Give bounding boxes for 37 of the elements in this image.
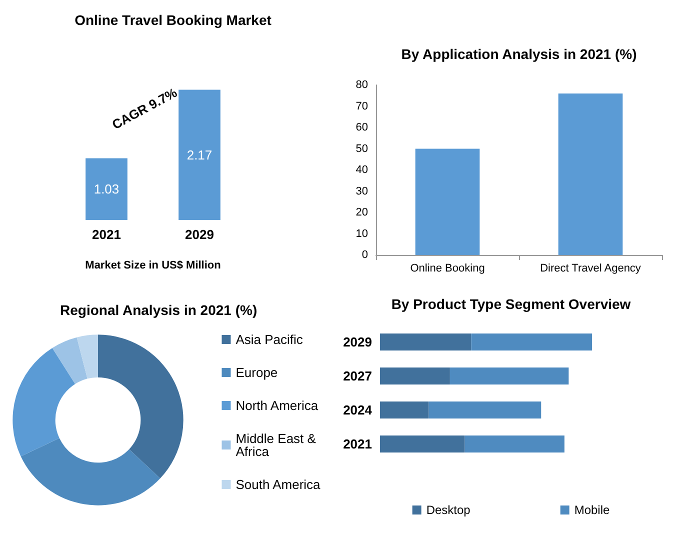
y-tick-label: 20 <box>356 206 368 218</box>
data-label: 2.17 <box>186 147 212 162</box>
legend-label: Europe <box>236 365 278 380</box>
chart-title: Online Travel Booking Market <box>74 12 272 28</box>
y-tick-label: 30 <box>356 185 368 198</box>
legend-label: Asia Pacific <box>236 332 304 347</box>
bar <box>380 402 429 418</box>
y-tick-label: 2021 <box>343 436 372 452</box>
y-tick-label: 0 <box>362 249 368 261</box>
y-tick-label: 60 <box>356 122 368 134</box>
y-tick-label: 80 <box>356 79 368 91</box>
legend-label: Middle East & Africa <box>236 431 320 459</box>
y-tick-label: 10 <box>356 228 368 240</box>
data-label: 1.03 <box>94 182 120 197</box>
bar <box>380 436 465 452</box>
chart-title: Regional Analysis in 2021 (%) <box>60 302 258 318</box>
chart-title: By Product Type Segment Overview <box>391 296 631 312</box>
x-tick-label: Direct Travel Agency <box>540 262 642 274</box>
bar <box>471 334 592 350</box>
legend-label: Desktop <box>426 503 471 517</box>
y-tick-label: 2024 <box>343 402 373 418</box>
y-tick-label: 50 <box>356 142 368 155</box>
y-tick-label: 2029 <box>343 334 372 350</box>
x-tick-label: Online Booking <box>410 262 485 274</box>
bar <box>428 402 542 418</box>
y-tick-label: 40 <box>356 164 368 176</box>
bar <box>450 368 569 384</box>
y-tick-label: 70 <box>356 100 368 112</box>
bar <box>380 334 472 350</box>
bar <box>464 436 564 452</box>
legend-label: North America <box>236 398 319 413</box>
legend-label: Mobile <box>574 503 610 517</box>
y-tick-label: 2027 <box>343 368 372 384</box>
bar <box>380 368 450 384</box>
x-axis-title: Market Size in US$ Million <box>85 260 222 272</box>
legend-label: South America <box>236 477 322 492</box>
chart-title: By Application Analysis in 2021 (%) <box>401 46 637 62</box>
